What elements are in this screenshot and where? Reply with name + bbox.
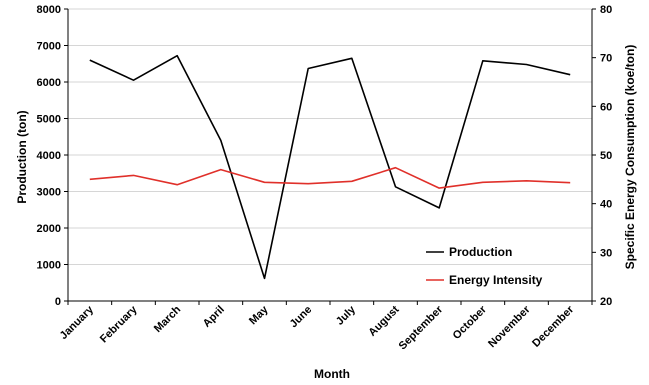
left-tick-label: 5000 xyxy=(37,114,61,126)
series-line-production xyxy=(89,54,571,280)
series-lines xyxy=(89,54,571,280)
x-tick-label: June xyxy=(288,304,315,331)
x-tick-label: July xyxy=(334,303,359,328)
y-right-axis-title: Specific Energy Consumption (koe/ton) xyxy=(623,45,637,270)
legend-label-production: Production xyxy=(449,245,512,259)
left-tick-label: 2000 xyxy=(37,223,61,235)
left-tick-label: 7000 xyxy=(37,41,61,53)
left-tick-label: 0 xyxy=(55,296,61,308)
right-tick-label: 70 xyxy=(600,53,612,65)
x-tick-label: February xyxy=(98,303,140,345)
x-axis-title: Month xyxy=(314,367,350,381)
left-tick-label: 1000 xyxy=(37,260,61,272)
x-tick-label: April xyxy=(201,304,227,330)
x-tick-label: May xyxy=(247,303,271,327)
series-line-energy-intensity xyxy=(89,166,571,189)
left-tick-label: 8000 xyxy=(37,4,61,16)
x-tick-label: September xyxy=(397,303,446,352)
x-tick-label: January xyxy=(58,303,97,342)
x-tick-label: December xyxy=(530,303,577,350)
right-tick-label: 40 xyxy=(600,199,612,211)
x-tick-label: November xyxy=(486,303,533,350)
x-tick-label: March xyxy=(152,303,184,335)
gridlines xyxy=(68,8,592,265)
left-tick-label: 6000 xyxy=(37,77,61,89)
axes xyxy=(64,8,596,305)
x-tick-label: August xyxy=(366,303,402,339)
left-tick-label: 3000 xyxy=(37,187,61,199)
left-tick-label: 4000 xyxy=(37,150,61,162)
legend-label-energy-intensity: Energy Intensity xyxy=(449,273,543,287)
y-left-axis-title: Production (ton) xyxy=(15,110,29,203)
left-y-tick-labels: 0 1000 2000 3000 4000 5000 6000 7000 8000 xyxy=(37,4,61,308)
right-tick-label: 30 xyxy=(600,247,612,259)
right-tick-label: 50 xyxy=(600,150,612,162)
right-tick-label: 60 xyxy=(600,101,612,113)
legend: Production Energy Intensity xyxy=(426,245,543,287)
right-y-tick-labels: 20 30 40 50 60 70 80 xyxy=(600,4,612,308)
right-tick-label: 20 xyxy=(600,296,612,308)
right-tick-label: 80 xyxy=(600,4,612,16)
x-tick-label: October xyxy=(451,303,490,342)
x-tick-labels: January February March April May June July Augu… xyxy=(58,303,577,352)
